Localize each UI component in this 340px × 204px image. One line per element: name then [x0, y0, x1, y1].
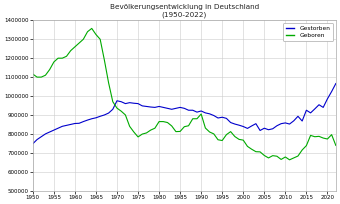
Gestorben	[283, 122, 287, 124]
Geboren	[31, 73, 35, 75]
Gestorben	[304, 109, 308, 111]
Geboren	[313, 135, 317, 138]
Line: Geboren: Geboren	[33, 28, 336, 160]
Line: Gestorben: Gestorben	[33, 84, 336, 144]
Geboren	[136, 136, 140, 138]
Geboren	[288, 159, 292, 161]
Gestorben	[292, 120, 296, 122]
Title: Bevölkerungsentwicklung in Deutschland
(1950-2022): Bevölkerungsentwicklung in Deutschland (…	[110, 4, 259, 18]
Geboren	[334, 144, 338, 147]
Legend: Gestorben, Geboren: Gestorben, Geboren	[283, 23, 333, 41]
Geboren	[102, 59, 106, 61]
Geboren	[187, 124, 191, 127]
Gestorben	[98, 115, 102, 118]
Geboren	[300, 149, 304, 151]
Gestorben	[182, 107, 186, 110]
Geboren	[90, 27, 94, 30]
Gestorben	[31, 143, 35, 145]
Gestorben	[334, 82, 338, 85]
Geboren	[292, 157, 296, 159]
Gestorben	[132, 102, 136, 104]
